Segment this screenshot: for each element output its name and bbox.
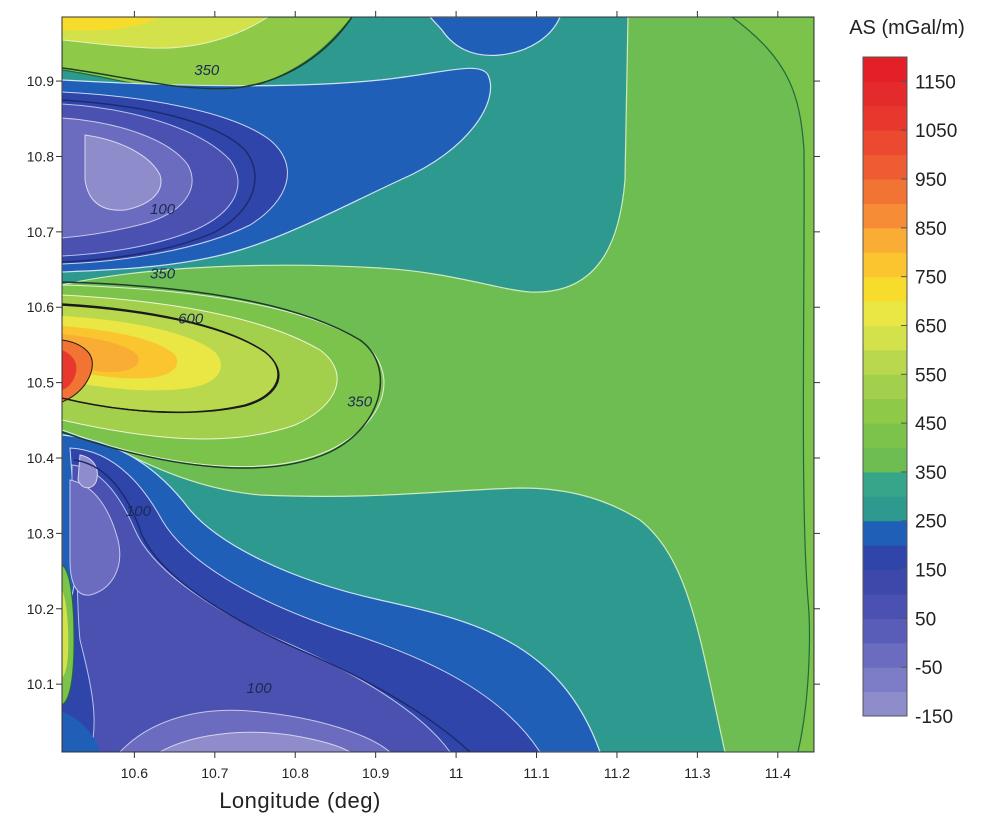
y-tick-label: 10.1	[27, 676, 54, 692]
colorbar-swatch	[863, 667, 907, 693]
colorbar-swatch	[863, 252, 907, 278]
y-tick-label: 10.7	[27, 224, 54, 240]
colorbar-tick-label: 50	[915, 609, 936, 630]
colorbar-tick-label: 750	[915, 268, 947, 289]
x-tick-label: 10.9	[362, 765, 389, 781]
x-tick-label: 11.1	[523, 765, 549, 781]
y-tick-label: 10.6	[27, 299, 54, 315]
x-axis: 10.6 10.7 10.8 10.9 11 11.1 11.2 11.3 11.4	[121, 11, 791, 781]
contour-line-100-sw	[73, 459, 471, 752]
y-tick-label: 10.9	[27, 73, 54, 89]
contour-fill-nw-lavender	[84, 134, 162, 211]
colorbar-swatch	[863, 57, 907, 82]
contour-label: 350	[347, 393, 373, 410]
colorbar-tick-label: 150	[915, 561, 947, 582]
contour-fill-south-lavender	[158, 731, 351, 752]
colorbar-tick-label: -150	[915, 707, 953, 728]
colorbar-swatch	[863, 203, 907, 229]
contour-line-100-nw	[62, 99, 256, 263]
y-tick-label: 10.8	[27, 148, 54, 164]
contour-fill-sw-corner-blue	[62, 712, 100, 752]
colorbar-swatch	[863, 520, 907, 546]
contour-label: 350	[194, 62, 220, 79]
y-tick-label: 10.3	[27, 525, 54, 541]
contour-fill-sw-indigo	[71, 464, 451, 752]
colorbar-tick-label: 950	[915, 170, 947, 191]
colorbar-tick-label: 850	[915, 219, 947, 240]
colorbar-swatch	[863, 642, 907, 668]
plot-frame	[61, 16, 815, 753]
colorbar-swatch	[863, 276, 907, 302]
x-tick-label: 10.7	[201, 765, 228, 781]
contour-line-350-north	[62, 17, 353, 90]
contour-label: 350	[150, 265, 176, 282]
colorbar-swatch	[863, 471, 907, 497]
colorbar-swatch	[863, 154, 907, 180]
contour-fill-nw-amber	[62, 17, 160, 31]
colorbar-swatch	[863, 593, 907, 619]
colorbar-swatch	[863, 227, 907, 253]
x-axis-title: Longitude (deg)	[219, 788, 381, 813]
contour-labels: 350 100 350 600 350 100 100	[126, 62, 373, 697]
colorbar: 1150 1050 950 850 750 650 550 450 350 250 150 50 -50…	[862, 56, 957, 728]
colorbar-tick-label: 650	[915, 316, 947, 337]
colorbar-swatch	[863, 423, 907, 449]
contour-label: 100	[150, 201, 176, 218]
colorbar-tick-label: -50	[915, 658, 942, 679]
contour-fill-west-edge-yellow	[62, 590, 69, 678]
x-tick-label: 11.4	[765, 765, 791, 781]
contour-fill-sw-lavender	[77, 454, 98, 489]
plot-area	[62, 17, 814, 752]
colorbar-frame	[862, 56, 908, 717]
colorbar-tick-label: 350	[915, 463, 947, 484]
contour-fill-west-red	[62, 350, 77, 390]
colorbar-tick-label: 1050	[915, 121, 957, 142]
colorbar-tick-label: 550	[915, 365, 947, 386]
x-tick-label: 10.8	[282, 765, 309, 781]
colorbar-swatch	[863, 179, 907, 204]
contour-label: 600	[178, 311, 204, 328]
colorbar-swatch	[863, 496, 907, 522]
colorbar-swatch	[863, 398, 907, 424]
colorbar-swatch	[863, 349, 907, 375]
contour-line-600	[62, 303, 280, 414]
colorbar-swatch	[863, 374, 907, 400]
contour-fill-east-edge	[730, 17, 814, 752]
contour-label: 100	[126, 503, 152, 520]
colorbar-tick-label: 450	[915, 414, 947, 435]
colorbar-swatch	[863, 447, 907, 473]
colorbar-tick-label: 1150	[915, 72, 956, 93]
colorbar-swatch	[863, 325, 907, 351]
contour-fill-north-bay	[429, 17, 561, 57]
colorbar-swatch	[863, 301, 907, 326]
y-tick-label: 10.4	[27, 450, 54, 466]
x-tick-label: 10.6	[121, 765, 148, 781]
colorbar-swatch	[863, 81, 907, 107]
colorbar-swatch	[863, 130, 907, 156]
x-tick-label: 11	[449, 765, 464, 781]
y-tick-label: 10.5	[27, 375, 54, 391]
colorbar-swatch	[863, 691, 907, 717]
colorbar-swatch	[863, 105, 907, 131]
colorbar-swatch	[863, 618, 907, 644]
colorbar-tick-label: 250	[915, 512, 947, 533]
y-axis: 10.1 10.2 10.3 10.4 10.5 10.6 10.7 10.8 10.9	[27, 73, 820, 692]
contour-fill-plateau	[62, 17, 814, 752]
x-tick-label: 11.3	[684, 765, 710, 781]
x-tick-label: 11.2	[604, 765, 630, 781]
contour-fill-sw-violet	[69, 479, 121, 596]
colorbar-swatch	[863, 545, 907, 571]
colorbar-swatch	[863, 569, 907, 595]
y-tick-label: 10.2	[27, 601, 54, 617]
colorbar-title: AS (mGal/m)	[849, 17, 965, 39]
contour-label: 100	[247, 680, 273, 697]
contour-line-350-west	[62, 281, 382, 469]
